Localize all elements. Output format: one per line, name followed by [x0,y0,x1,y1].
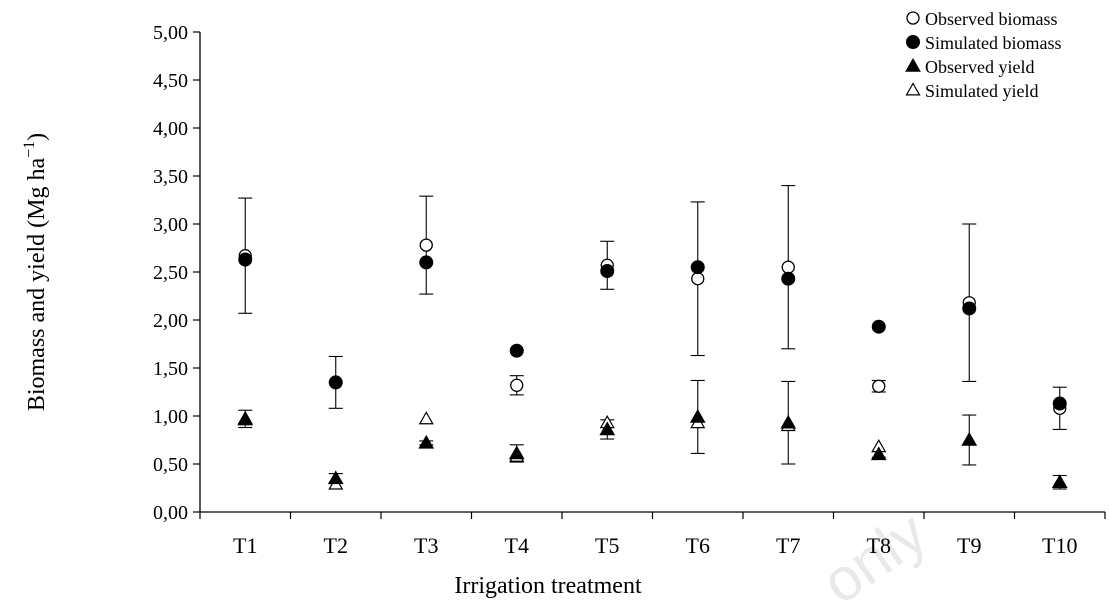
observed-yield-point [961,431,978,446]
y-tick-label: 4,50 [153,70,188,92]
x-tick-label: T3 [414,533,438,558]
y-tick-label: 1,00 [153,406,188,428]
legend-label: Simulated biomass [925,33,1062,53]
observed-biomass-point [691,272,705,286]
simulated-biomass-point [238,252,253,267]
simulated-biomass-point [1052,396,1067,411]
x-tick-label: T4 [505,533,529,558]
observed-yield-point [870,446,887,461]
x-ticks: T1 T2 T3 T4 T5 T6 T7 T8 T9 T10 [199,512,1106,558]
x-tick-label: T5 [595,533,619,558]
simulated-biomass-point [509,343,524,358]
x-axis-title: Irrigation treatment [454,573,642,599]
simulated-biomass-point [419,255,434,270]
y-axis-title: Biomass and yield (Mg ha−1) [21,133,50,411]
observed-yield-point [599,421,616,436]
y-tick-label: 4,00 [153,118,188,140]
simulated-biomass-point [690,260,705,275]
observed-biomass-point [419,238,433,252]
observed-yield-point [689,408,706,423]
legend-label: Observed biomass [925,9,1057,29]
y-tick-label: 3,00 [153,214,188,236]
legend-marker [905,57,921,72]
y-tick-label: 3,50 [153,166,188,188]
legend: Observed biomass Simulated biomass Observe… [905,9,1062,101]
x-tick-label: T6 [686,533,710,558]
x-tick-label: T8 [867,533,891,558]
y-tick-label: 0,50 [153,454,188,476]
y-axis-title-main: Biomass and yield (Mg ha [24,158,50,412]
observed-yield-point [237,410,254,425]
legend-marker [906,35,920,49]
y-axis-title-superscript: −1 [21,141,38,158]
observed-biomass-point [781,260,795,274]
observed-yield-point [1051,474,1068,488]
y-ticks: 0,00 0,50 1,00 1,50 2,00 2,50 3,00 3,50 4,00 4,50… [153,22,200,524]
y-tick-label: 1,50 [153,358,188,380]
observed-yield-point [418,434,435,449]
simulated-biomass-point [871,319,886,334]
x-tick-label: T2 [324,533,348,558]
simulated-biomass-point [781,271,796,286]
error-bars [238,185,1067,490]
observed-yield-point [327,470,344,485]
legend-label: Observed yield [925,57,1034,77]
simulated-yield-point [418,411,434,425]
legend-label: Simulated yield [925,81,1038,101]
x-tick-label: T10 [1042,533,1077,558]
data-points [237,238,1068,490]
legend-marker [905,82,921,96]
y-tick-label: 0,00 [153,502,188,524]
observed-biomass-point [872,379,886,393]
y-tick-label: 2,00 [153,310,188,332]
legend-marker [906,11,920,25]
simulated-biomass-point [600,264,615,279]
x-tick-label: T1 [233,533,257,558]
x-tick-label: T7 [776,533,800,558]
x-tick-label: T9 [957,533,981,558]
simulated-biomass-point [962,301,977,316]
observed-biomass-point [510,378,524,392]
y-tick-label: 5,00 [153,22,188,44]
observed-yield-point [780,414,797,429]
y-tick-label: 2,50 [153,262,188,284]
simulated-biomass-point [328,375,343,390]
y-axis-title-close: ) [24,133,50,141]
observed-yield-point [508,445,525,460]
